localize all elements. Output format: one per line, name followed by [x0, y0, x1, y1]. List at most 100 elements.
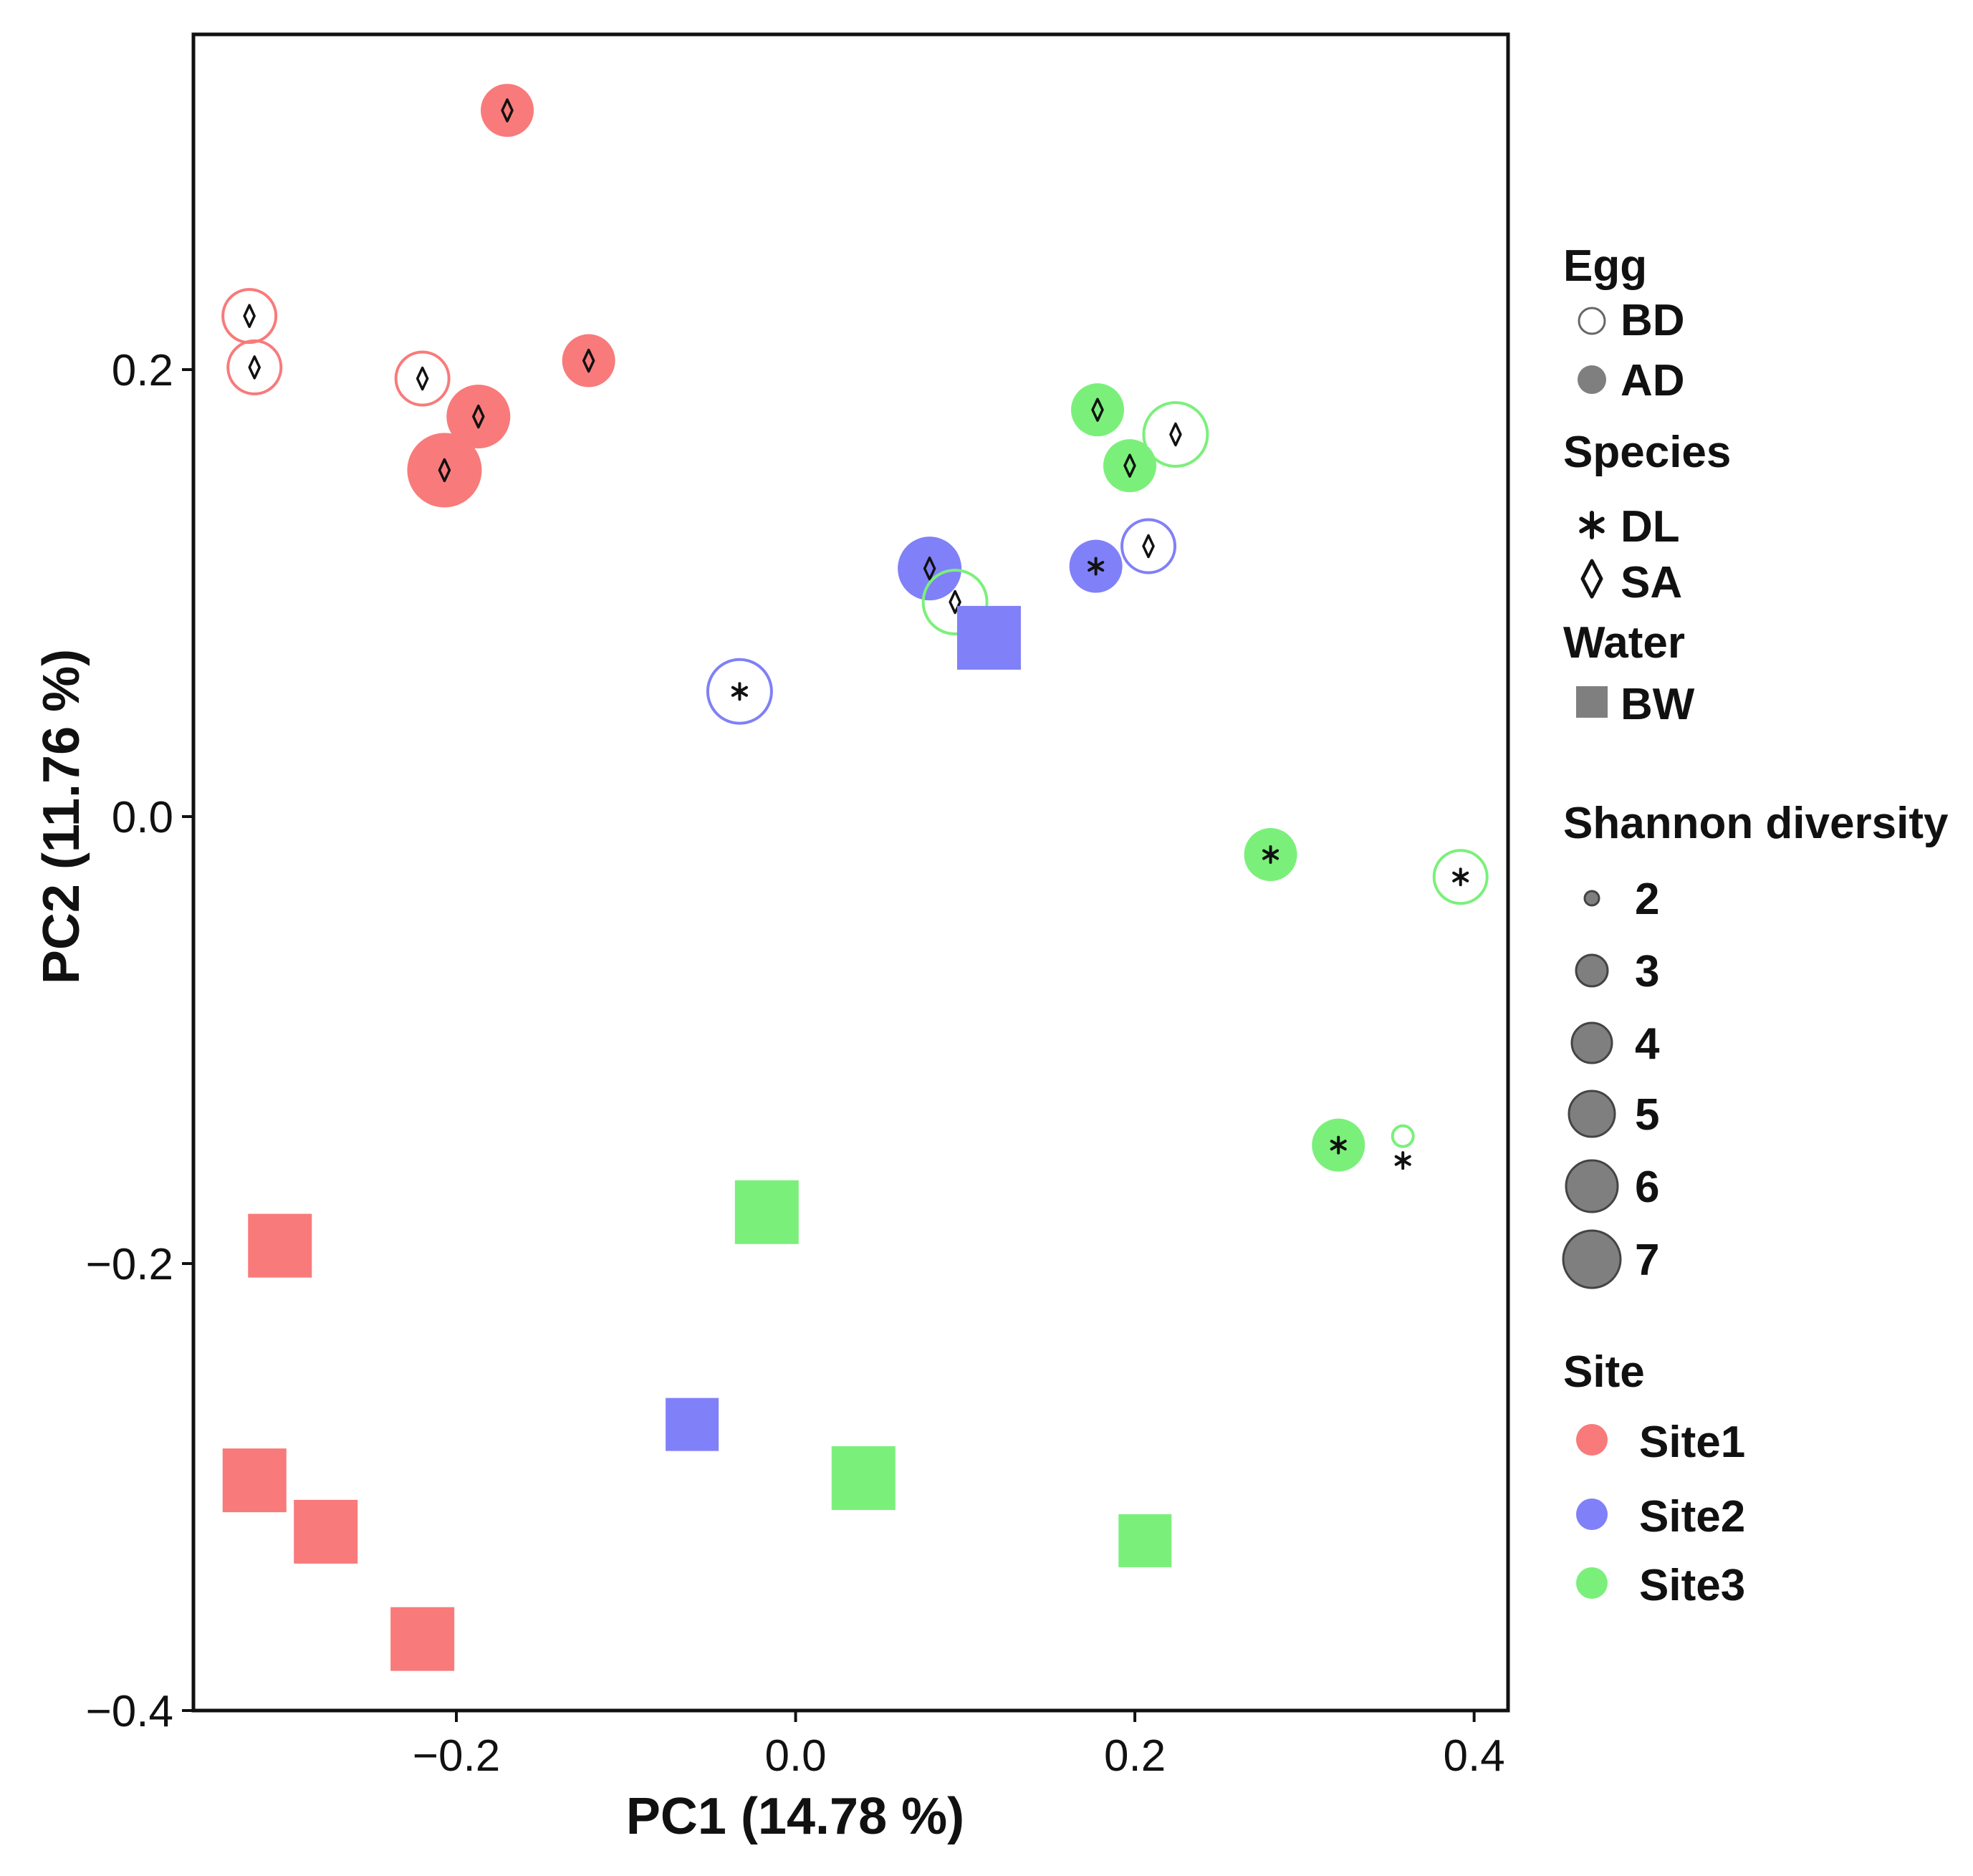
- legend-key-sa-diamond: [1580, 559, 1603, 599]
- legend-label-sa: SA: [1621, 558, 1682, 607]
- legend-key-shannon-circle: [1583, 890, 1600, 907]
- y-axis-title: PC2 (11.76 %): [33, 649, 90, 984]
- legend-label-bw: BW: [1621, 680, 1695, 729]
- sa-diamond-marker: [1091, 398, 1104, 422]
- legend-key-site2-circle: [1576, 1499, 1608, 1530]
- plot-marks: [221, 84, 1489, 1671]
- egg-sample-circle-ad-site1: [446, 385, 511, 449]
- sa-diamond-marker: [243, 304, 256, 328]
- egg-sample-circle-bd-site1: [221, 288, 278, 345]
- legend-label-site2: Site2: [1639, 1492, 1745, 1541]
- dl-asterisk-marker: [731, 682, 748, 701]
- legend-label-shannon-6: 6: [1635, 1163, 1659, 1212]
- water-sample-square-site1: [222, 1448, 287, 1513]
- legend-title-site: Site: [1563, 1347, 1645, 1397]
- dl-asterisk-marker-stroke: [1394, 1155, 1411, 1166]
- legend-label-site1: Site1: [1639, 1418, 1745, 1467]
- water-sample-square-site3: [734, 1180, 799, 1244]
- water-sample-square-site3: [1118, 1514, 1172, 1567]
- dl-asterisk-marker: [1394, 1151, 1411, 1170]
- sa-diamond-marker: [501, 98, 514, 122]
- egg-sample-circle-bd-site1: [226, 339, 283, 395]
- egg-sample-circle-ad-site1: [407, 433, 482, 508]
- legend-label-bd: BD: [1621, 296, 1685, 345]
- legend-label-shannon-3: 3: [1635, 947, 1659, 996]
- legend-label-dl: DL: [1621, 502, 1680, 552]
- legend-key-shannon-circle: [1575, 953, 1609, 988]
- y-tick-label: 0.2: [112, 346, 173, 395]
- legend-key-shannon-circle: [1568, 1089, 1616, 1138]
- dl-asterisk-marker-stroke: [731, 686, 748, 697]
- egg-sample-circle-bd-site1: [394, 350, 451, 407]
- dl-asterisk-marker-stroke: [1262, 849, 1280, 860]
- egg-sample-circle-bd-site2: [706, 658, 773, 725]
- legend-key-shannon-circle: [1570, 1021, 1613, 1064]
- legend-title-shannon: Shannon diversity: [1563, 799, 1949, 848]
- water-sample-square-site1: [390, 1607, 455, 1671]
- egg-sample-circle-bd-site3: [921, 568, 989, 635]
- dl-asterisk-marker-stroke: [1330, 1140, 1347, 1151]
- x-tick-label: 0.0: [764, 1731, 826, 1781]
- egg-sample-circle-ad-site1: [481, 84, 534, 138]
- legend-title-egg: Egg: [1563, 241, 1647, 291]
- legend: Egg BD AD Species DL SA Water BW Shannon diversi…: [1562, 241, 1949, 1610]
- x-axis-title: PC1 (14.78 %): [626, 1788, 964, 1845]
- x-tick-label: 0.2: [1104, 1731, 1166, 1781]
- dl-asterisk-marker: [1262, 845, 1280, 865]
- sa-diamond-marker: [1123, 453, 1136, 478]
- legend-label-ad: AD: [1621, 356, 1685, 405]
- egg-sample-circle-bd-site3: [1432, 849, 1489, 905]
- legend-label-shannon-2: 2: [1635, 875, 1659, 924]
- legend-key-site1-circle: [1576, 1424, 1608, 1456]
- y-tick-label: −0.4: [86, 1687, 173, 1736]
- dl-asterisk-marker: [1452, 867, 1469, 887]
- dl-asterisk-marker-stroke: [1088, 561, 1105, 572]
- egg-sample-circle-ad-site3: [1103, 439, 1156, 493]
- legend-label-shannon-7: 7: [1635, 1236, 1659, 1285]
- egg-sample-circle-bd-site3: [1142, 400, 1209, 468]
- y-tick-label: 0.0: [112, 793, 173, 842]
- sa-diamond-marker: [1142, 534, 1155, 559]
- x-tick-label: 0.4: [1444, 1731, 1505, 1781]
- sa-diamond-marker: [949, 590, 961, 615]
- water-sample-square-site1: [248, 1213, 312, 1278]
- legend-label-shannon-5: 5: [1635, 1090, 1659, 1140]
- legend-key-shannon-circle: [1565, 1159, 1619, 1213]
- sa-diamond-marker: [1169, 422, 1182, 447]
- legend-key-bw-square: [1576, 686, 1608, 718]
- y-tick-label: −0.2: [86, 1240, 173, 1289]
- plot-frame: [191, 32, 1510, 1713]
- sa-diamond-marker: [472, 404, 485, 429]
- legend-label-site3: Site3: [1639, 1561, 1745, 1610]
- dl-asterisk-marker-stroke: [1452, 871, 1469, 882]
- water-sample-square-site2: [956, 605, 1021, 670]
- legend-title-water: Water: [1563, 618, 1685, 668]
- axes: −0.2 0.0 0.2 0.4 −0.4 −0.2 0.0 0.2: [86, 346, 1505, 1781]
- legend-key-bd-open-circle: [1578, 307, 1606, 335]
- egg-sample-circle-ad-site2: [898, 537, 962, 601]
- x-tick-label: −0.2: [413, 1731, 500, 1781]
- legend-key-ad-filled-circle: [1578, 365, 1606, 394]
- water-sample-square-site3: [831, 1446, 896, 1511]
- sa-diamond-marker: [248, 355, 261, 380]
- sa-diamond-marker: [582, 348, 595, 373]
- sa-diamond-marker: [416, 366, 429, 391]
- legend-label-shannon-4: 4: [1635, 1019, 1660, 1069]
- egg-sample-circle-bd-site3: [1391, 1124, 1415, 1148]
- legend-title-species: Species: [1563, 428, 1731, 477]
- sa-diamond-marker: [923, 556, 936, 581]
- egg-sample-circle-ad-site3: [1071, 383, 1125, 437]
- sa-diamond-marker: [438, 458, 451, 483]
- legend-key-shannon-circle: [1562, 1229, 1622, 1289]
- water-sample-square-site2: [666, 1398, 719, 1451]
- egg-sample-circle-bd-site2: [1120, 518, 1177, 574]
- legend-key-dl-asterisk: [1579, 511, 1605, 539]
- legend-key-site3-circle: [1576, 1567, 1608, 1599]
- egg-sample-circle-ad-site1: [562, 334, 615, 388]
- legend-key-dl-asterisk-stroke: [1579, 516, 1605, 534]
- water-sample-square-site1: [294, 1499, 358, 1564]
- dl-asterisk-marker: [1330, 1135, 1347, 1155]
- dl-asterisk-marker: [1088, 557, 1105, 576]
